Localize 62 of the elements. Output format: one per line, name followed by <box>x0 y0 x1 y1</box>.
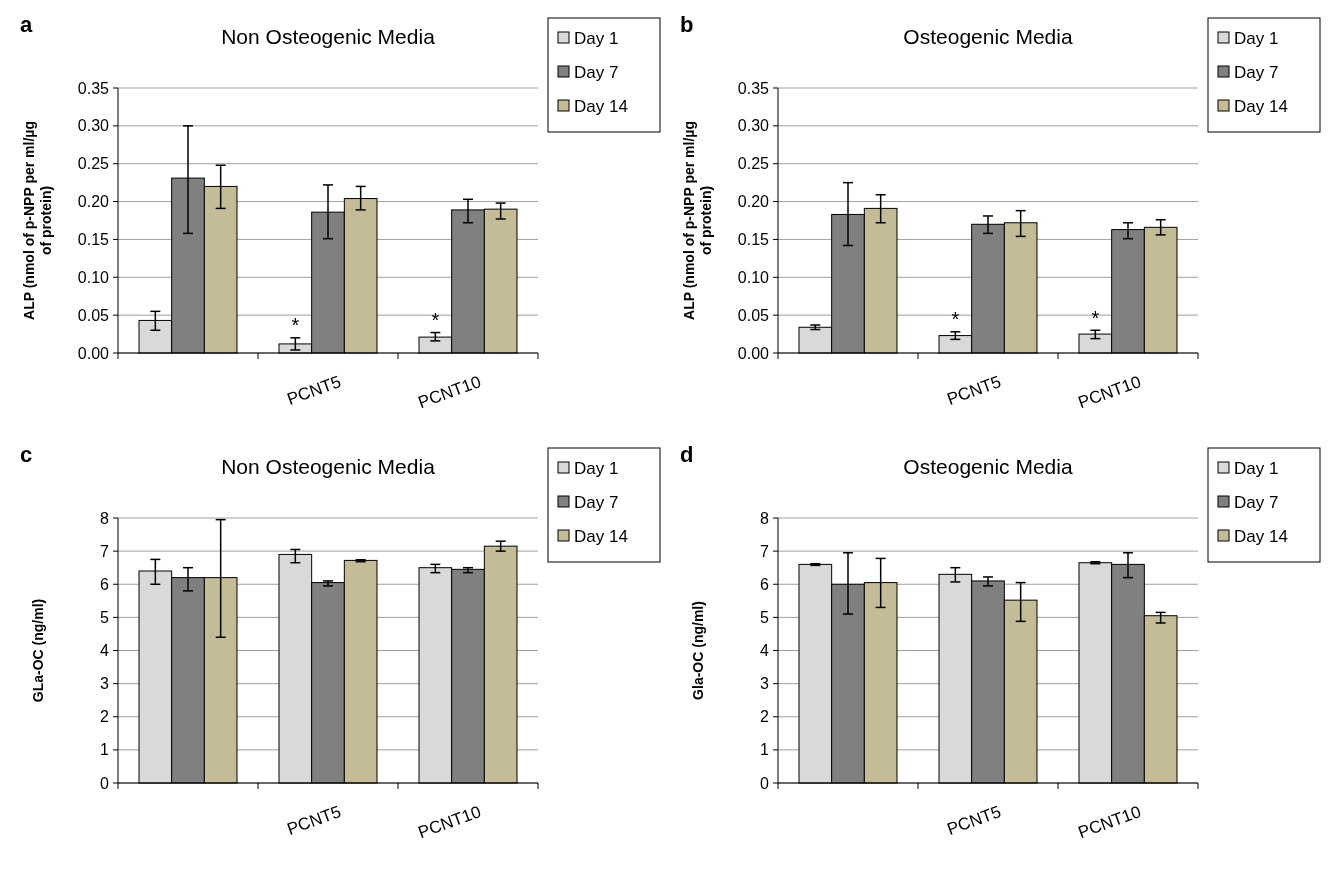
y-tick-label: 0.00 <box>77 344 110 362</box>
y-tick-label: 4 <box>100 642 110 660</box>
legend-label: Day 1 <box>574 458 619 478</box>
legend-label: Day 14 <box>574 96 628 116</box>
chart-title: Osteogenic Media <box>903 25 1073 48</box>
annotation: * <box>431 309 440 332</box>
y-axis-title: Gla-OC (ng/ml) <box>690 601 706 700</box>
y-tick-label: 5 <box>760 608 770 626</box>
y-tick-label: 2 <box>760 708 770 726</box>
y-tick-label: 1 <box>760 741 770 759</box>
text: a <box>20 12 33 37</box>
text: d <box>680 442 694 467</box>
legend-label: Day 7 <box>574 492 619 512</box>
y-tick-label: 7 <box>760 542 770 560</box>
y-tick-label: 3 <box>760 675 770 693</box>
y-axis-title: ALP (nmol of p-NPP per ml/µg of protein) <box>21 121 54 320</box>
y-tick-label: 0.30 <box>737 117 770 135</box>
legend-label: Day 14 <box>574 526 628 546</box>
y-tick-label: 8 <box>100 509 110 527</box>
y-tick-label: 0 <box>760 774 770 792</box>
text: c <box>20 442 33 467</box>
chart-title: Non Osteogenic Media <box>221 25 436 48</box>
y-tick-label: 0.35 <box>77 79 110 97</box>
y-tick-label: 0.20 <box>737 193 770 211</box>
y-tick-label: 0.15 <box>77 231 110 249</box>
y-tick-label: 0.05 <box>77 306 110 324</box>
legend-label: Day 14 <box>1234 96 1288 116</box>
y-tick-label: 5 <box>100 608 110 626</box>
y-tick-label: 0.20 <box>77 193 110 211</box>
y-tick-label: 6 <box>100 575 110 593</box>
y-tick-label: 7 <box>100 542 110 560</box>
y-tick-label: 8 <box>760 509 770 527</box>
text: b <box>680 12 694 37</box>
y-tick-label: 0.10 <box>77 268 110 286</box>
y-axis-title: GLa-OC (ng/ml) <box>30 598 46 703</box>
y-tick-label: 1 <box>100 741 110 759</box>
chart-title: Osteogenic Media <box>903 455 1073 478</box>
y-tick-label: 0.00 <box>737 344 770 362</box>
y-tick-label: 0.05 <box>737 306 770 324</box>
y-axis-title: ALP (nmol of p-NPP per ml/µg of protein) <box>681 121 714 320</box>
y-tick-label: 0.15 <box>737 231 770 249</box>
y-tick-label: 0.30 <box>77 117 110 135</box>
chart-title: Non Osteogenic Media <box>221 455 436 478</box>
y-tick-label: 3 <box>100 675 110 693</box>
legend-label: Day 1 <box>1234 28 1279 48</box>
annotation: * <box>291 314 300 337</box>
y-tick-label: 4 <box>760 642 770 660</box>
y-tick-label: 0 <box>100 774 110 792</box>
legend-label: Day 14 <box>1234 526 1288 546</box>
y-tick-label: 0.10 <box>737 268 770 286</box>
annotation: * <box>1091 306 1100 329</box>
y-tick-label: 0.25 <box>737 155 770 173</box>
legend-label: Day 1 <box>574 28 619 48</box>
y-tick-label: 2 <box>100 708 110 726</box>
y-tick-label: 6 <box>760 575 770 593</box>
y-tick-label: 0.35 <box>737 79 770 97</box>
legend-label: Day 7 <box>1234 62 1279 82</box>
annotation: * <box>951 308 960 331</box>
legend-label: Day 7 <box>574 62 619 82</box>
legend-label: Day 7 <box>1234 492 1279 512</box>
y-tick-label: 0.25 <box>77 155 110 173</box>
legend-label: Day 1 <box>1234 458 1279 478</box>
